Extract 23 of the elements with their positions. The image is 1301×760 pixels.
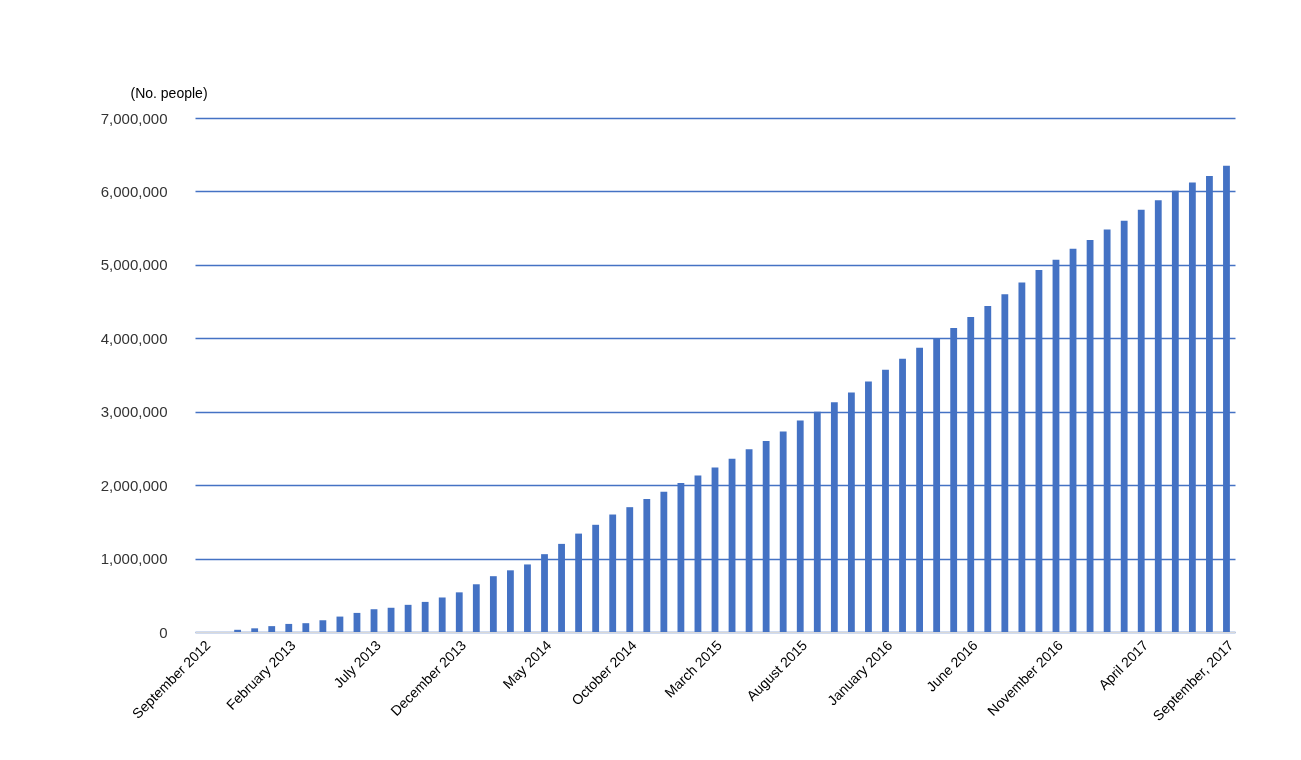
y-tick-label: 3,000,000	[100, 403, 168, 421]
y-tick-label: 0	[159, 623, 168, 641]
bar	[268, 626, 276, 632]
y-tick-label: 2,000,000	[100, 476, 168, 494]
bar	[319, 620, 327, 632]
y-tick-label: 5,000,000	[100, 256, 168, 274]
bar	[472, 584, 480, 632]
y-tick-label: 4,000,000	[100, 329, 168, 347]
bar	[455, 592, 463, 632]
bar	[507, 570, 514, 632]
bar	[489, 576, 497, 632]
bar	[302, 623, 310, 632]
y-tick-label: 7,000,000	[100, 109, 168, 127]
bar	[421, 601, 429, 632]
y-axis-title: (No. people)	[130, 84, 208, 101]
bar	[251, 628, 259, 632]
bar	[234, 629, 242, 632]
bar	[438, 597, 446, 632]
bar	[285, 623, 293, 632]
bar	[404, 604, 412, 632]
bar	[524, 564, 531, 632]
y-tick-label: 1,000,000	[100, 550, 168, 568]
y-tick-label: 6,000,000	[100, 182, 168, 200]
